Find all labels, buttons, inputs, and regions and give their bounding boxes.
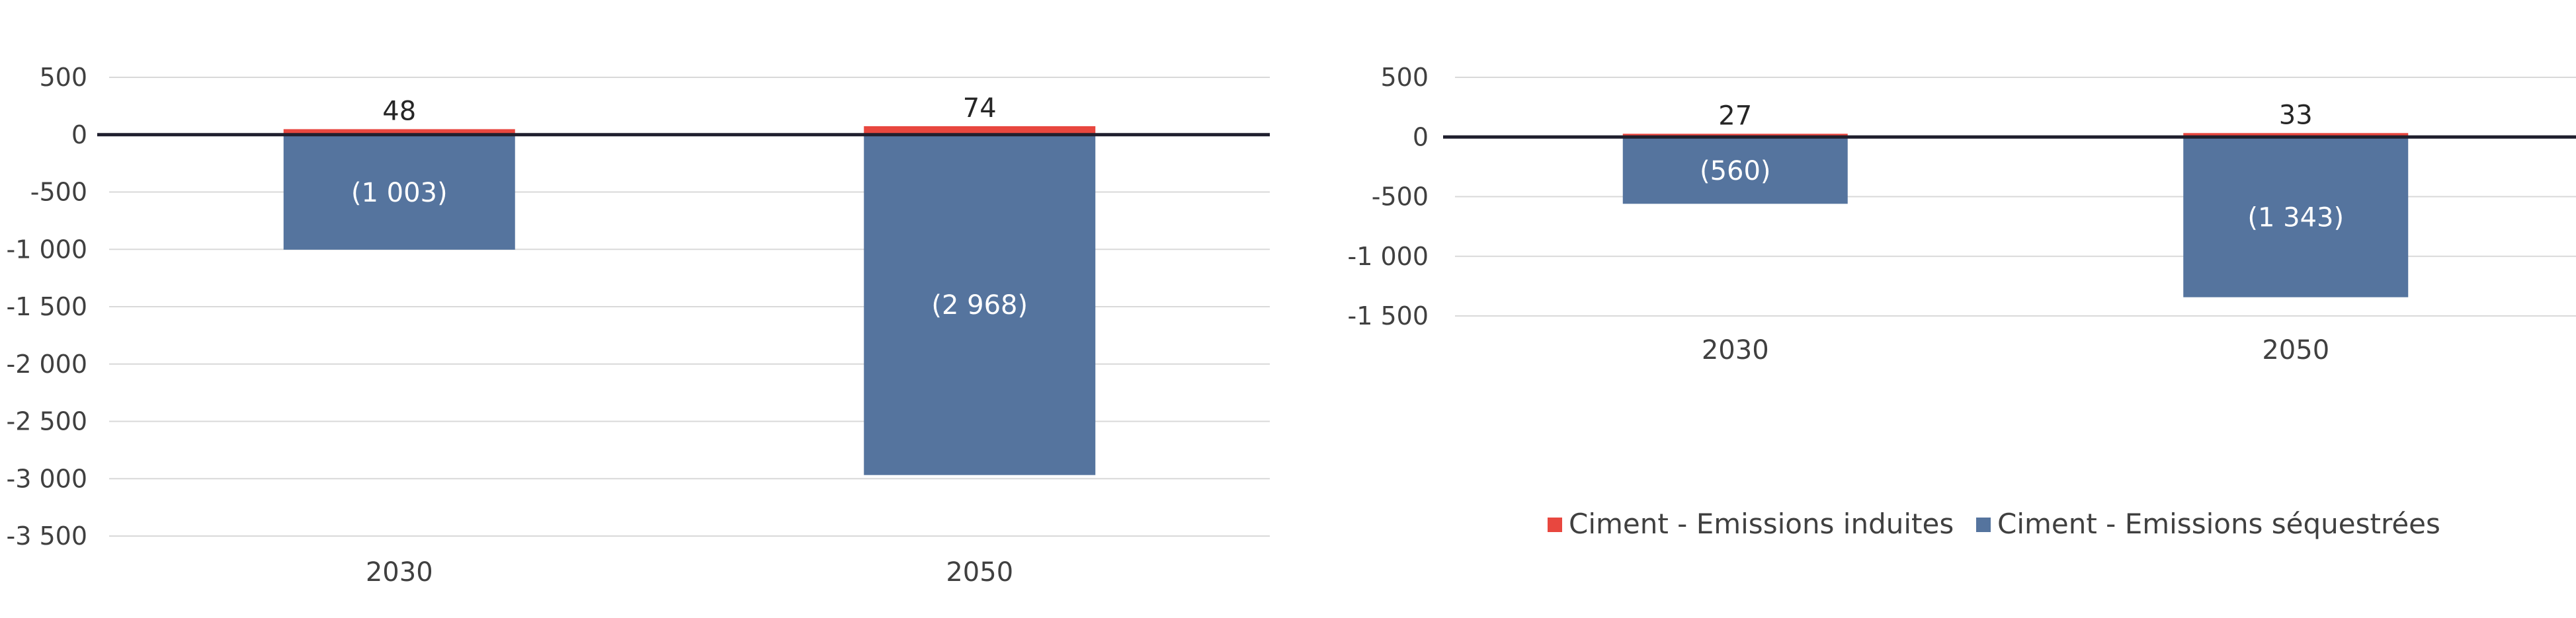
legend-label-induced: Ciment - Emissions induites (1569, 508, 1954, 540)
y-tick-label: -500 (30, 178, 87, 207)
x-category-label: 2050 (946, 557, 1013, 588)
data-label-induced-2050: 74 (963, 93, 997, 124)
data-label-induced-2050: 33 (2279, 100, 2313, 130)
data-label-induced-2030: 48 (382, 96, 416, 126)
data-label-sequestered-2030: (1 003) (351, 178, 448, 208)
legend-swatch-induced (1548, 518, 1562, 532)
legend-swatch-sequestered (1976, 518, 1991, 532)
y-tick-label: -1 000 (1348, 242, 1429, 271)
chart-right: 500 0 -500 -1 000 -1 500 27 (560) 2030 33 (1 343)… (1348, 63, 2576, 366)
y-tick-label: -2 000 (7, 350, 88, 379)
legend-label-sequestered: Ciment - Emissions séquestrées (1997, 508, 2440, 540)
legend: Ciment - Emissions induites Ciment - Emi… (1548, 508, 2440, 540)
y-tick-label: 500 (39, 63, 87, 92)
chart-left: 500 0 -500 -1 000 -1 500 -2 000 -2 500 -3 000 -3… (7, 63, 1270, 588)
data-label-sequestered-2050: (1 343) (2247, 202, 2344, 233)
y-tick-label: -3 000 (7, 464, 88, 493)
y-tick-label: -1 500 (7, 292, 88, 321)
data-label-sequestered-2030: (560) (1700, 156, 1771, 186)
y-tick-label: 0 (1413, 122, 1429, 151)
x-category-label: 2030 (366, 557, 433, 588)
y-tick-label: -1 500 (1348, 301, 1429, 330)
y-tick-label: -1 000 (7, 235, 88, 264)
y-tick-label: 0 (71, 120, 87, 149)
x-category-label: 2050 (2262, 335, 2329, 366)
y-tick-label: -500 (1372, 182, 1429, 212)
data-label-sequestered-2050: (2 968) (931, 290, 1028, 321)
y-tick-label: 500 (1380, 63, 1429, 92)
y-tick-label: -3 500 (7, 521, 88, 551)
y-tick-label: -2 500 (7, 407, 88, 436)
x-category-label: 2030 (1702, 335, 1769, 366)
data-label-induced-2030: 27 (1718, 100, 1752, 131)
